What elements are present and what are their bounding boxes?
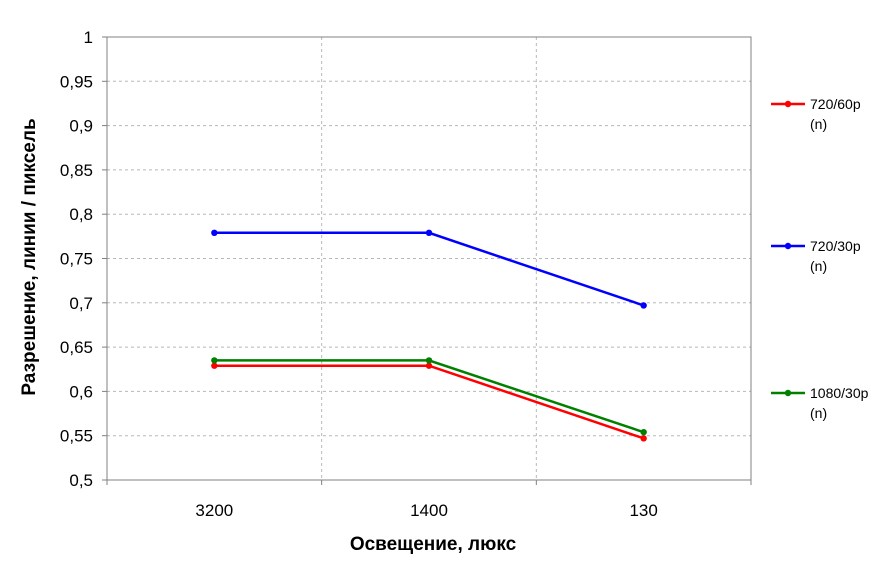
data-point	[640, 302, 647, 309]
y-tick-label: 0,5	[69, 471, 93, 490]
data-point	[640, 428, 647, 436]
x-axis-ticks: 3200 1400 130	[106, 480, 752, 520]
data-point	[640, 435, 647, 442]
x-tick-label: 1400	[410, 501, 448, 520]
data-point	[425, 357, 433, 364]
y-tick-label: 0,6	[69, 382, 93, 401]
series-line	[214, 231, 645, 307]
y-tick-label: 0,95	[60, 72, 93, 91]
legend-label: (n)	[810, 116, 827, 132]
y-tick-label: 0,85	[60, 161, 93, 180]
legend-label: 1080/30p	[810, 385, 869, 401]
legend-label: 720/60p	[810, 96, 861, 112]
y-tick-label: 1	[84, 28, 93, 47]
series	[211, 229, 647, 442]
legend-marker	[784, 100, 792, 108]
legend-item: 720/30p (n)	[771, 238, 861, 274]
data-point	[211, 357, 218, 364]
y-tick-label: 0,65	[60, 338, 93, 357]
legend-marker	[784, 389, 792, 397]
grid	[107, 37, 751, 480]
x-tick-label: 130	[629, 501, 657, 520]
legend-label: (n)	[810, 405, 827, 421]
legend: 720/60p (n) 720/30p (n) 1080/30p (n)	[771, 96, 869, 421]
legend-item: 1080/30p (n)	[771, 385, 869, 421]
legend-label: (n)	[810, 258, 827, 274]
y-tick-label: 0,7	[69, 294, 93, 313]
legend-item: 720/60p (n)	[771, 96, 861, 132]
x-axis-title: Освещение, люкс	[350, 534, 517, 555]
data-point	[425, 229, 433, 237]
data-point	[211, 229, 218, 237]
data-point	[211, 362, 218, 369]
y-tick-label: 0,9	[69, 117, 93, 136]
x-tick-label: 3200	[195, 501, 233, 520]
y-tick-label: 0,55	[60, 427, 93, 446]
y-axis-ticks: 0,5 0,55 0,6 0,65 0,7 0,75 0,8 0,85 0,9 0,95 1	[60, 28, 107, 490]
series-line	[214, 364, 645, 440]
data-point	[425, 362, 433, 369]
legend-marker	[784, 242, 792, 250]
y-axis-title: Разрешение, линии / пиксель	[19, 118, 40, 395]
series-line	[214, 359, 645, 434]
legend-label: 720/30p	[810, 238, 861, 254]
y-tick-label: 0,8	[69, 205, 93, 224]
y-tick-label: 0,75	[60, 250, 93, 269]
